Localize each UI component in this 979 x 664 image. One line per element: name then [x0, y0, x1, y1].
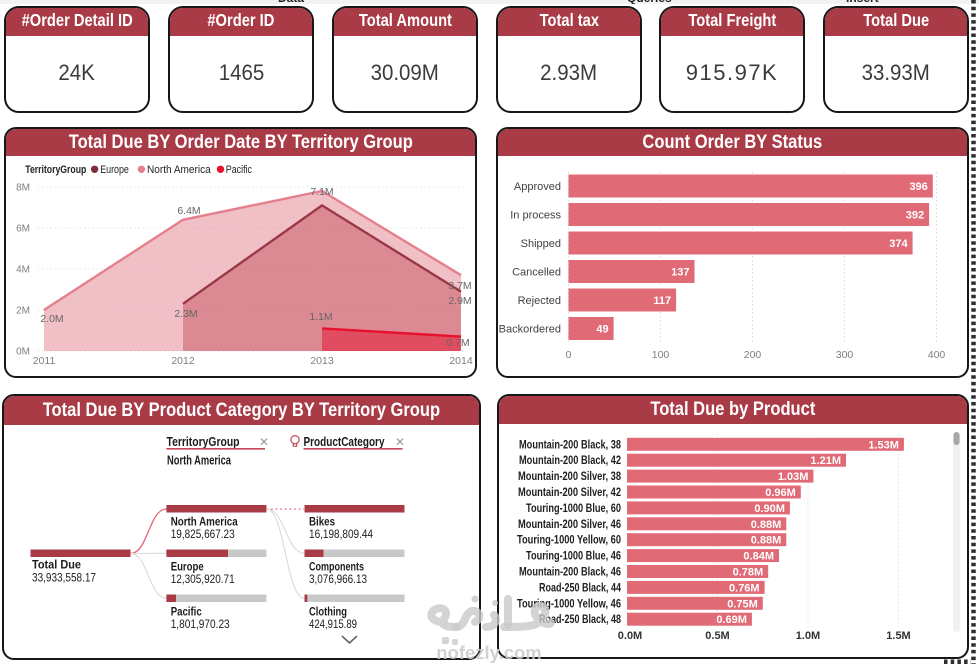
svg-text:2M: 2M	[16, 306, 30, 317]
svg-text:Components: Components	[309, 562, 364, 574]
svg-text:300: 300	[836, 349, 854, 361]
svg-text:2.3M: 2.3M	[174, 308, 197, 320]
svg-text:0.5M: 0.5M	[705, 630, 729, 642]
svg-text:North America: North America	[167, 454, 232, 468]
svg-text:0: 0	[566, 349, 572, 361]
svg-text:2011: 2011	[33, 355, 56, 367]
svg-text:Bikes: Bikes	[309, 517, 335, 529]
svg-text:Mountain-200 Silver, 46: Mountain-200 Silver, 46	[518, 519, 621, 531]
svg-text:Touring-1000 Blue, 46: Touring-1000 Blue, 46	[526, 551, 621, 563]
svg-text:0.88M: 0.88M	[751, 535, 782, 547]
svg-text:Rejected: Rejected	[518, 295, 561, 307]
svg-text:2014: 2014	[449, 355, 473, 367]
svg-text:Road-250 Black, 48: Road-250 Black, 48	[539, 614, 621, 626]
svg-text:Total Due: Total Due	[32, 560, 81, 572]
svg-text:7.1M: 7.1M	[310, 186, 333, 198]
svg-text:0.84M: 0.84M	[743, 551, 774, 563]
svg-text:0.69M: 0.69M	[716, 614, 747, 626]
svg-text:0.75M: 0.75M	[727, 598, 758, 610]
svg-text:1.5M: 1.5M	[886, 630, 910, 642]
svg-text:Approved: Approved	[514, 181, 561, 193]
svg-text:Mountain-200 Black, 38: Mountain-200 Black, 38	[519, 439, 621, 451]
svg-text:Mountain-200 Silver, 38: Mountain-200 Silver, 38	[518, 471, 621, 483]
svg-text:0M: 0M	[16, 347, 30, 358]
svg-text:3,076,966.13: 3,076,966.13	[309, 574, 367, 586]
svg-text:Touring-1000 Blue, 60: Touring-1000 Blue, 60	[526, 503, 621, 515]
svg-text:0.7M: 0.7M	[446, 337, 469, 349]
svg-text:Shipped: Shipped	[521, 238, 561, 250]
svg-text:6M: 6M	[16, 224, 30, 235]
svg-text:North America: North America	[171, 517, 239, 529]
svg-text:TerritoryGroup: TerritoryGroup	[25, 164, 86, 176]
svg-text:Pacific: Pacific	[171, 607, 203, 619]
svg-text:16,198,809.44: 16,198,809.44	[309, 529, 374, 541]
svg-text:8M: 8M	[16, 183, 30, 194]
svg-text:✕: ✕	[395, 435, 405, 449]
svg-text:100: 100	[652, 349, 670, 361]
svg-text:1,801,970.23: 1,801,970.23	[171, 619, 230, 631]
svg-text:400: 400	[928, 349, 946, 361]
svg-text:1.03M: 1.03M	[778, 471, 809, 483]
svg-text:1.0M: 1.0M	[796, 630, 820, 642]
svg-text:117: 117	[653, 295, 671, 307]
svg-text:Touring-1000 Yellow, 60: Touring-1000 Yellow, 60	[517, 535, 621, 547]
svg-text:2.0M: 2.0M	[40, 313, 63, 325]
svg-text:2012: 2012	[171, 355, 195, 367]
svg-text:200: 200	[744, 349, 762, 361]
svg-text:424,915.89: 424,915.89	[309, 619, 357, 631]
svg-text:396: 396	[909, 181, 927, 193]
svg-text:1.1M: 1.1M	[309, 311, 332, 323]
svg-text:nofezly.com: nofezly.com	[436, 642, 542, 663]
svg-text:0.78M: 0.78M	[733, 567, 764, 579]
svg-text:Europe: Europe	[171, 562, 204, 574]
svg-text:1.53M: 1.53M	[868, 439, 899, 451]
svg-text:0.88M: 0.88M	[751, 519, 782, 531]
svg-text:33,933,558.17: 33,933,558.17	[32, 573, 96, 585]
svg-text:2.9M: 2.9M	[448, 295, 471, 307]
svg-text:49: 49	[596, 324, 608, 336]
svg-text:137: 137	[671, 267, 689, 279]
svg-text:0.76M: 0.76M	[729, 582, 760, 594]
svg-text:North America: North America	[147, 164, 211, 176]
svg-text:4M: 4M	[16, 265, 30, 276]
svg-text:1.21M: 1.21M	[810, 455, 841, 467]
svg-text:Backordered: Backordered	[499, 324, 561, 336]
svg-text:In process: In process	[510, 210, 561, 222]
svg-text:19,825,667.23: 19,825,667.23	[171, 529, 235, 541]
svg-text:Mountain-200 Silver, 42: Mountain-200 Silver, 42	[518, 487, 621, 499]
svg-text:Clothing: Clothing	[309, 607, 347, 619]
svg-text:Road-250 Black, 44: Road-250 Black, 44	[539, 582, 621, 594]
svg-text:Pacific: Pacific	[226, 164, 253, 176]
svg-text:374: 374	[889, 238, 908, 250]
svg-text:392: 392	[906, 210, 924, 222]
svg-text:Mountain-200 Black, 42: Mountain-200 Black, 42	[519, 455, 621, 467]
svg-text:ProductCategory: ProductCategory	[304, 435, 385, 449]
svg-text:Europe: Europe	[100, 164, 129, 176]
svg-text:TerritoryGroup: TerritoryGroup	[167, 435, 240, 449]
svg-text:0.96M: 0.96M	[765, 487, 796, 499]
svg-text:6.4M: 6.4M	[177, 205, 200, 217]
svg-text:3.7M: 3.7M	[448, 280, 471, 292]
svg-text:✕: ✕	[259, 435, 269, 449]
svg-text:2013: 2013	[310, 355, 334, 367]
svg-text:0.0M: 0.0M	[618, 630, 642, 642]
svg-text:0.90M: 0.90M	[754, 503, 785, 515]
svg-text:12,305,920.71: 12,305,920.71	[171, 574, 235, 586]
svg-text:Cancelled: Cancelled	[512, 267, 561, 279]
svg-text:Mountain-200 Black, 46: Mountain-200 Black, 46	[519, 567, 621, 579]
